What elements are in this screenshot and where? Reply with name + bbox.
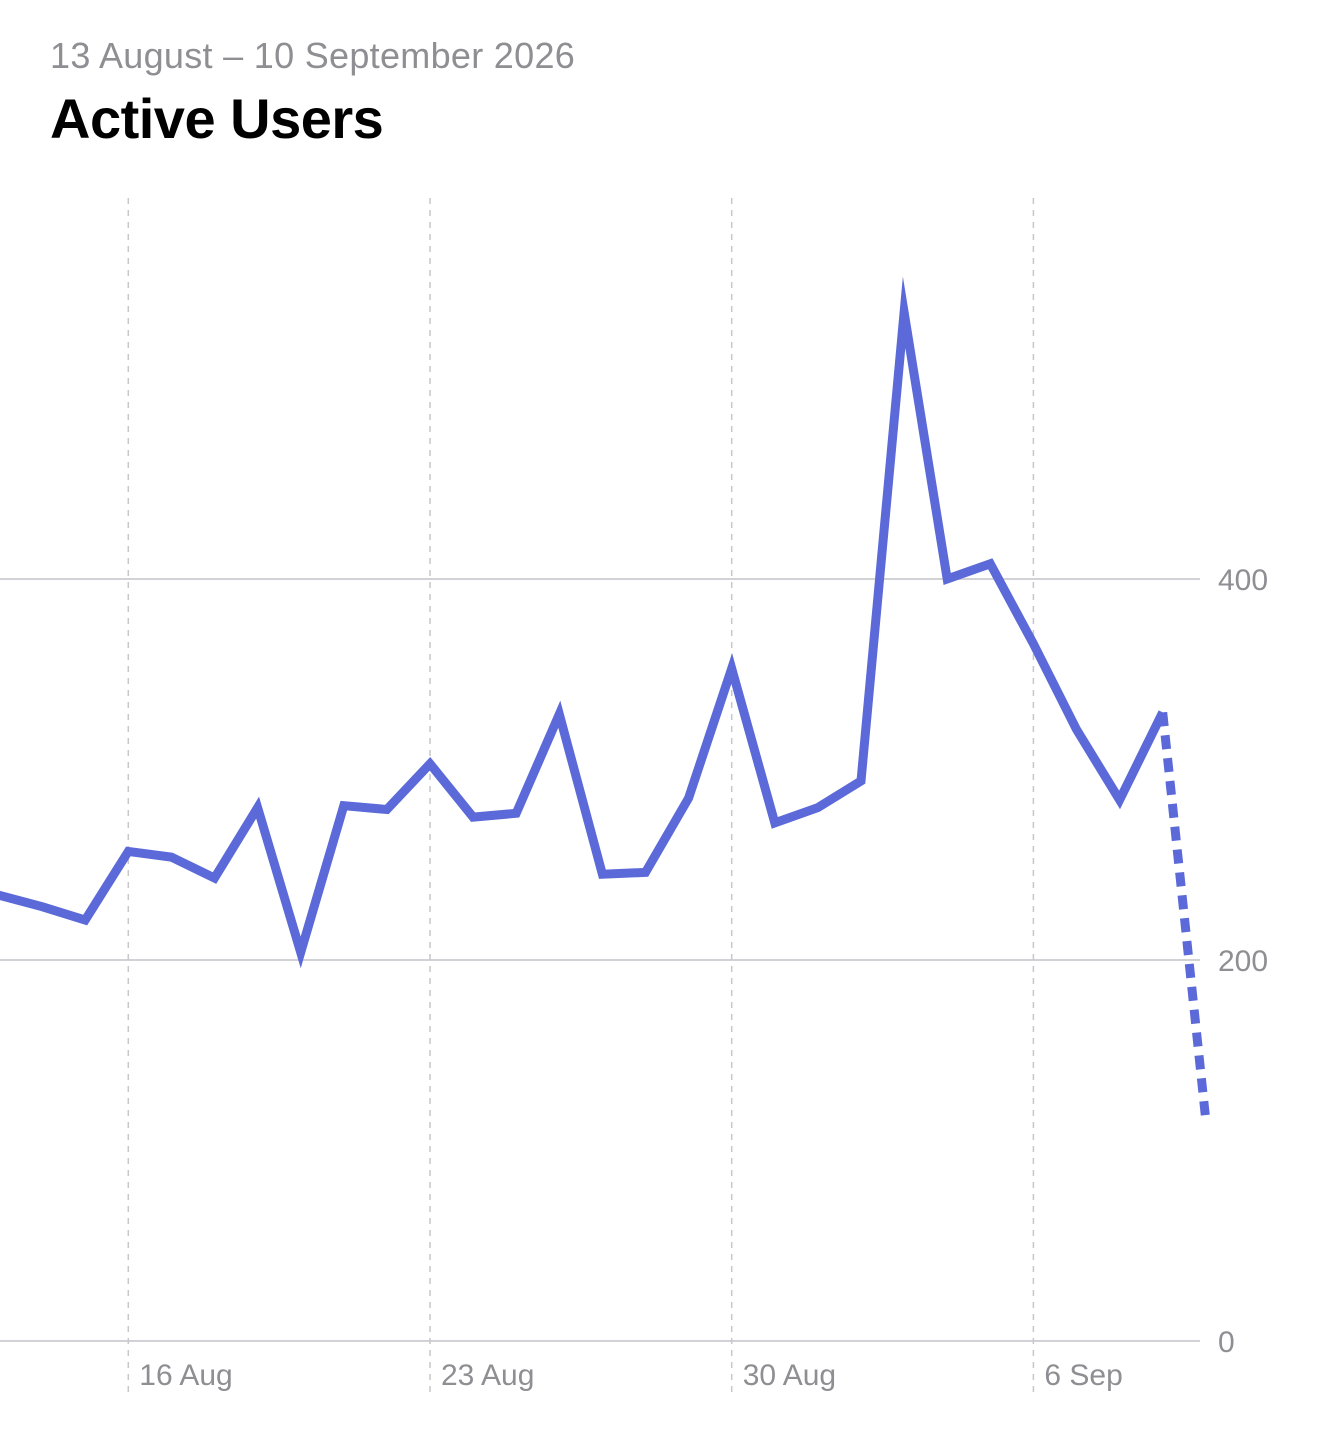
x-tick-label-0: 16 Aug (139, 1359, 232, 1392)
data-point-2026-08-20 (298, 949, 304, 955)
data-point-2026-08-15 (82, 917, 88, 923)
data-point-2026-09-08 (1117, 797, 1123, 803)
label-layer: 0 200 400 16 Aug 23 Aug 30 Aug 6 Sep (139, 564, 1268, 1392)
data-point-2026-09-03 (901, 309, 907, 315)
data-point-2026-08-21 (341, 803, 347, 809)
data-point-2026-08-23 (427, 761, 433, 767)
data-point-2026-08-14 (39, 904, 45, 910)
data-point-2026-08-25 (513, 810, 519, 816)
date-range-label: 13 August – 10 September 2026 (50, 35, 576, 76)
data-point-2026-08-27 (599, 871, 605, 877)
data-point-2026-09-07 (1074, 726, 1080, 732)
data-point-2026-09-04 (944, 576, 950, 582)
data-point-2026-08-29 (686, 795, 692, 801)
data-point-2026-08-30 (729, 666, 735, 672)
data-point-2026-09-02 (858, 778, 864, 784)
x-tick-label-1: 23 Aug (441, 1359, 534, 1392)
data-point-2026-08-16 (125, 848, 131, 854)
data-point-2026-08-19 (255, 805, 261, 811)
x-tick-label-3: 6 Sep (1044, 1359, 1122, 1392)
data-point-2026-08-17 (168, 854, 174, 860)
y-tick-label-200: 200 (1218, 945, 1268, 978)
data-point-2026-08-22 (384, 807, 390, 813)
y-tick-label-0: 0 (1218, 1326, 1235, 1359)
y-tick-label-400: 400 (1218, 564, 1268, 597)
line-layer (0, 276, 1211, 1123)
data-point-2026-09-10 (1203, 1117, 1209, 1123)
chart-header: 13 August – 10 September 2026 Active Use… (50, 34, 575, 152)
chart-title: Active Users (50, 87, 384, 150)
x-tick-label-2: 30 Aug (743, 1359, 836, 1392)
data-point-2026-08-26 (556, 711, 562, 717)
series-line-projected (1158, 711, 1211, 1121)
data-point-2026-08-31 (772, 820, 778, 826)
data-point-2026-08-28 (643, 869, 649, 875)
grid-layer (0, 198, 1200, 1396)
data-point-2026-08-24 (470, 814, 476, 820)
data-point-2026-09-05 (987, 561, 993, 567)
data-point-2026-08-18 (212, 875, 218, 881)
data-point-2026-09-09 (1160, 709, 1166, 715)
data-point-2026-09-06 (1030, 641, 1036, 647)
series-line-actual (0, 276, 1167, 969)
data-point-2026-09-01 (815, 805, 821, 811)
